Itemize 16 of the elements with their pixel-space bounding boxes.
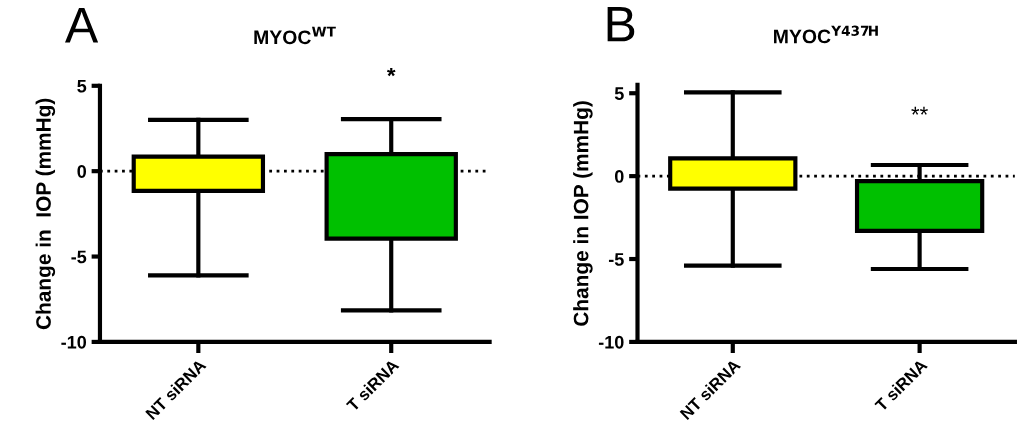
- text: A: [64, 7, 99, 43]
- y-tick-label: 0: [614, 170, 624, 183]
- y-tick-label: 5: [77, 79, 87, 93]
- y-axis-title: Change in IOP (mmHg): [573, 101, 593, 326]
- text: B: [607, 6, 635, 42]
- y-tick-label: -5: [71, 250, 87, 264]
- y-tick-label: 5: [614, 87, 624, 100]
- chart-title: MYOC$^{WT}$: [254, 26, 336, 45]
- text: *: [386, 67, 396, 77]
- y-tick-label: -5: [608, 253, 624, 266]
- y-tick-label: 0: [77, 165, 87, 178]
- y-axis-title: Change in IOP (mmHg): [35, 98, 56, 330]
- chart-title: MYOC$^{Y437H}$: [774, 25, 878, 44]
- y-tick-label: -10: [61, 335, 87, 349]
- y-tick-label: -10: [598, 335, 624, 349]
- annotation: **: [911, 106, 928, 115]
